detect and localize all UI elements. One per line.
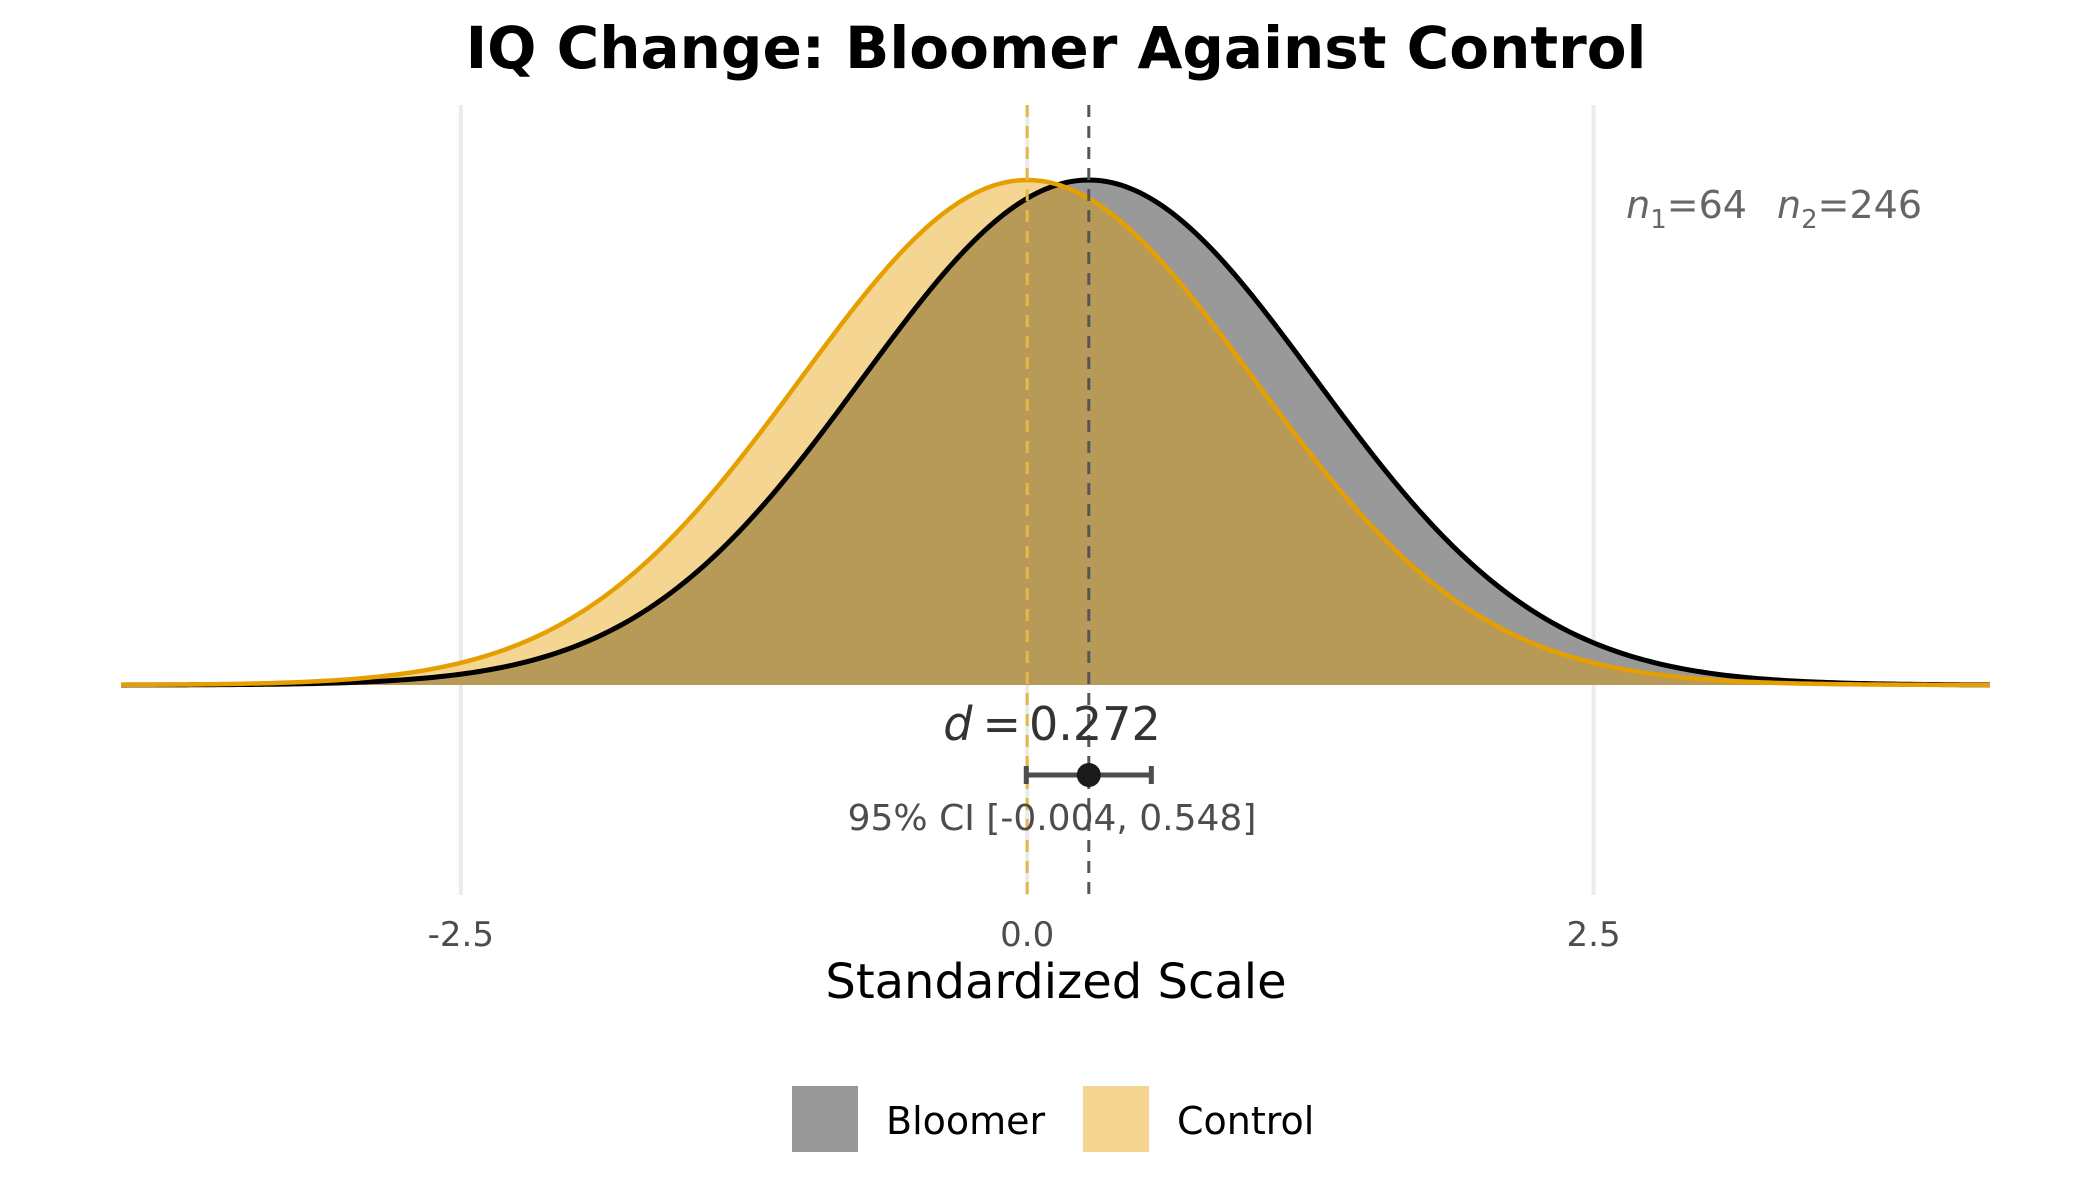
x-tick-label: 0.0: [1000, 915, 1054, 955]
sample-size-label: n1=64 n2=246: [1626, 183, 1922, 235]
legend-swatch-bloomer: [792, 1086, 858, 1152]
chart-title: IQ Change: Bloomer Against Control: [466, 14, 1647, 82]
effect-size-point: [1076, 763, 1101, 787]
control-density-line: [120, 177, 1991, 688]
x-tick-label: 2.5: [1567, 915, 1621, 955]
legend-label-control: Control: [1177, 1099, 1314, 1143]
x-axis-title: Standardized Scale: [825, 954, 1286, 1010]
x-axis-ticks: -2.5 0.0 2.5: [428, 915, 1621, 955]
ci-label: 95% CI [-0.004, 0.548]: [848, 798, 1257, 839]
legend-label-bloomer: Bloomer: [886, 1099, 1046, 1143]
x-tick-label: -2.5: [428, 915, 494, 955]
legend-swatch-control: [1083, 1086, 1149, 1152]
overlap-density-area: [121, 185, 1990, 685]
legend: Bloomer Control: [792, 1086, 1314, 1152]
effect-size-label: d = 0.272: [943, 697, 1160, 751]
